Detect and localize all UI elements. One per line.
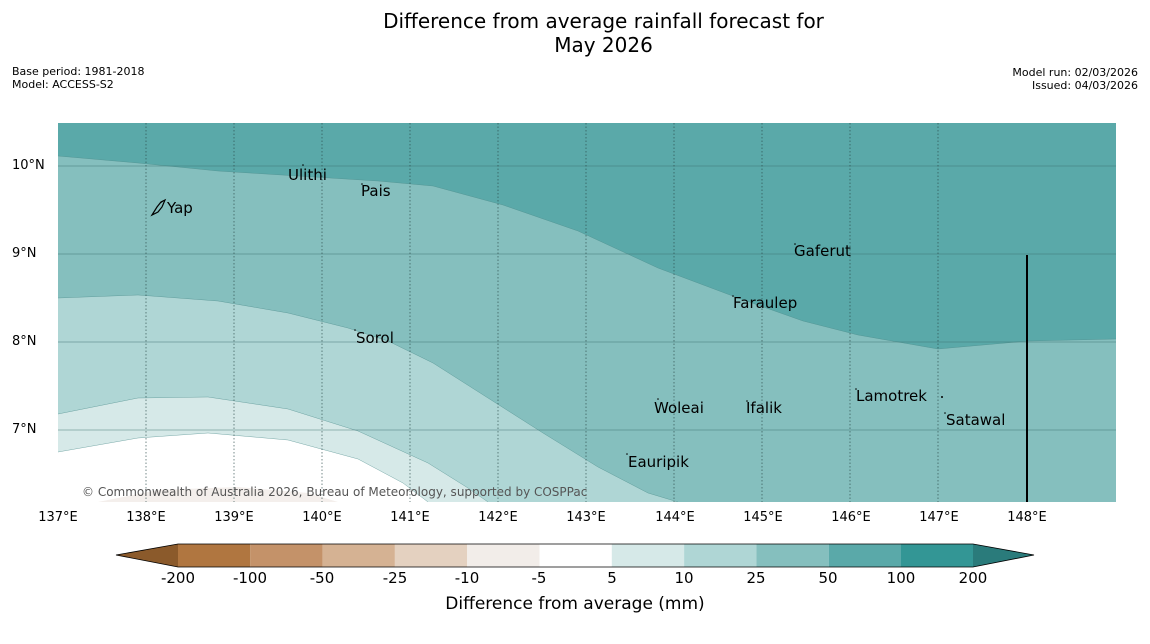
lon-label-142e: 142°E bbox=[478, 510, 518, 525]
place-woleai: Woleai bbox=[654, 399, 704, 417]
place-yap: Yap bbox=[166, 199, 193, 217]
place-ifalik: Ifalik bbox=[746, 399, 782, 417]
colorbar-tick: -100 bbox=[232, 569, 268, 587]
copyright-notice: © Commonwealth of Australia 2026, Bureau… bbox=[82, 485, 587, 499]
lat-gridlines bbox=[58, 165, 1116, 431]
lon-label-138e: 138°E bbox=[126, 510, 166, 525]
lon-label-148e: 148°E bbox=[1007, 510, 1047, 525]
colorbar-segment bbox=[684, 544, 757, 567]
colorbar-tick: 25 bbox=[746, 569, 766, 587]
band-5-10 bbox=[58, 433, 428, 502]
colorbar-title: Difference from average (mm) bbox=[445, 594, 705, 614]
colorbar-segment bbox=[828, 544, 901, 567]
place-ulithi: Ulithi bbox=[288, 166, 327, 184]
issued-date: Issued: 04/03/2026 bbox=[1031, 79, 1138, 92]
colorbar-tick: 5 bbox=[607, 569, 617, 587]
colorbar-tick: -25 bbox=[382, 569, 408, 587]
colorbar-tick: 10 bbox=[674, 569, 694, 587]
colorbar-tick: -200 bbox=[160, 569, 196, 587]
place-pais: Pais bbox=[361, 182, 391, 200]
place-faraulep: Faraulep bbox=[733, 294, 797, 312]
title-line-1: Difference from average rainfall forecas… bbox=[383, 9, 824, 33]
place-lamotrek: Lamotrek bbox=[856, 387, 927, 405]
lon-label-139e: 139°E bbox=[214, 510, 254, 525]
lon-label-145e: 145°E bbox=[743, 510, 783, 525]
lon-label-147e: 147°E bbox=[919, 510, 959, 525]
meta-left: Base period: 1981-2018 Model: ACCESS-S2 bbox=[12, 65, 144, 91]
colorbar-tick: -5 bbox=[531, 569, 547, 587]
place-gaferut: Gaferut bbox=[794, 242, 851, 260]
lon-label-144e: 144°E bbox=[655, 510, 695, 525]
colorbar-tick: -50 bbox=[309, 569, 335, 587]
colorbar-extend-low bbox=[116, 544, 178, 567]
lat-label-10n: 10°N bbox=[12, 158, 45, 173]
meta-right: Model run: 02/03/2026 Issued: 04/03/2026 bbox=[1012, 66, 1138, 92]
lon-label-141e: 141°E bbox=[390, 510, 430, 525]
place-satawal: Satawal bbox=[946, 411, 1005, 429]
colorbar-segment bbox=[250, 544, 323, 567]
lon-label-137e: 137°E bbox=[38, 510, 78, 525]
colorbar-segment bbox=[901, 544, 973, 567]
colorbar-extend-high bbox=[973, 544, 1034, 567]
colorbar-segment bbox=[394, 544, 468, 567]
yap-island-outline bbox=[150, 198, 167, 217]
colorbar-segment bbox=[539, 544, 612, 567]
lon-label-143e: 143°E bbox=[566, 510, 606, 525]
colorbar-segment bbox=[178, 544, 251, 567]
colorbar-outline bbox=[115, 543, 1035, 568]
rainfall-map: Ulithi Pais Yap Gaferut Faraulep Sorol L… bbox=[58, 123, 1116, 502]
model-run: Model run: 02/03/2026 bbox=[1012, 66, 1138, 79]
band-minus5-5 bbox=[98, 487, 338, 502]
lon-label-146e: 146°E bbox=[831, 510, 871, 525]
colorbar-segment bbox=[467, 544, 540, 567]
lat-label-7n: 7°N bbox=[12, 422, 37, 437]
colorbar-tick: 100 bbox=[886, 569, 916, 587]
contour-lines bbox=[58, 155, 1116, 502]
place-sorol: Sorol bbox=[356, 329, 394, 347]
place-eauripik: Eauripik bbox=[628, 453, 689, 471]
title-line-2: May 2026 bbox=[554, 33, 653, 57]
colorbar-segment bbox=[756, 544, 829, 567]
chart-title: Difference from average rainfall forecas… bbox=[0, 9, 1150, 57]
lat-label-8n: 8°N bbox=[12, 334, 37, 349]
model-name: Model: ACCESS-S2 bbox=[12, 78, 114, 91]
colorbar-tick: -10 bbox=[454, 569, 480, 587]
colorbar-segment bbox=[611, 544, 685, 567]
lon-label-140e: 140°E bbox=[302, 510, 342, 525]
lon-gridlines bbox=[145, 123, 939, 502]
colorbar-tick: 200 bbox=[958, 569, 988, 587]
lat-label-9n: 9°N bbox=[12, 246, 37, 261]
base-period: Base period: 1981-2018 bbox=[12, 65, 145, 78]
colorbar bbox=[115, 543, 1035, 568]
colorbar-tick: 50 bbox=[818, 569, 838, 587]
island-dots bbox=[302, 164, 946, 455]
colorbar-segment bbox=[322, 544, 395, 567]
